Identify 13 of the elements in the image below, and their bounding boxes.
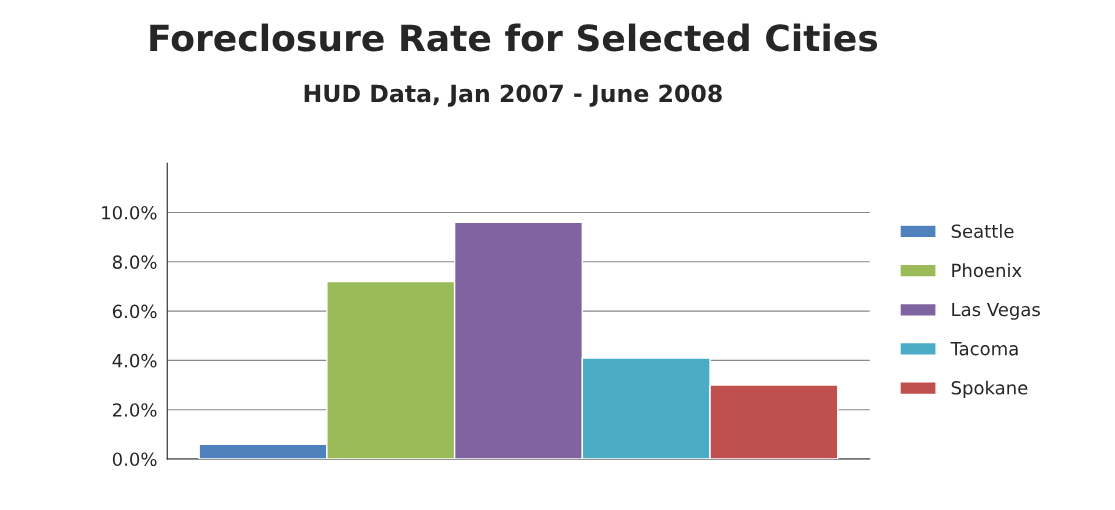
- y-tick-label: 6.0%: [112, 304, 157, 319]
- y-tick-label: 2.0%: [112, 403, 157, 417]
- legend-label: Tacoma: [950, 342, 1018, 356]
- y-tick-label: 4.0%: [112, 353, 157, 368]
- legend-label: Spokane: [951, 380, 1028, 399]
- legend-label: Phoenix: [952, 263, 1022, 278]
- y-tick-label: 10.0%: [102, 205, 157, 220]
- legend-label: Seattle: [951, 224, 1014, 239]
- legend-label: Las Vegas: [952, 302, 1040, 320]
- y-tick-label: 0.0%: [112, 452, 157, 467]
- chart-subtitle: HUD Data, Jan 2007 - June 2008: [304, 84, 722, 107]
- y-tick-label: 8.0%: [112, 255, 157, 269]
- chart-title: Foreclosure Rate for Selected Cities: [150, 23, 878, 52]
